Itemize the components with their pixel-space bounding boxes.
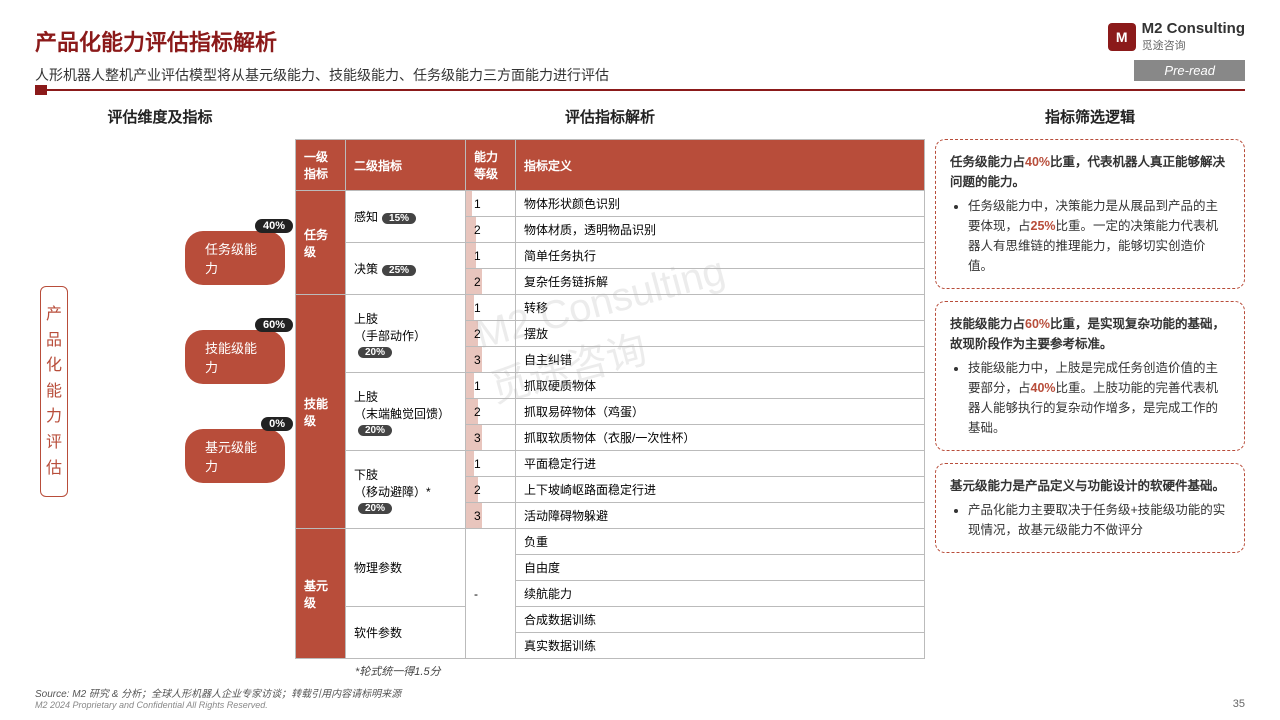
- definition-cell: 物体材质，透明物品识别: [516, 217, 925, 243]
- definition-cell: 简单任务执行: [516, 243, 925, 269]
- weight-pill: 20%: [358, 347, 392, 358]
- indicator-table: 一级指标二级指标能力等级指标定义任务级感知15%1物体形状颜色识别2物体材质，透…: [295, 139, 925, 659]
- grade-cell: 1: [466, 191, 516, 217]
- definition-cell: 平面稳定行进: [516, 451, 925, 477]
- weight-badge: 0%: [261, 417, 293, 431]
- definition-cell: 负重: [516, 529, 925, 555]
- capability-pill: 技能级能力60%: [185, 330, 285, 384]
- grade-cell: 1: [466, 295, 516, 321]
- page-subtitle: 人形机器人整机产业评估模型将从基元级能力、技能级能力、任务级能力三方面能力进行评…: [35, 65, 1245, 85]
- weight-pill: 20%: [358, 425, 392, 436]
- logo-text: M2 Consulting: [1142, 20, 1245, 37]
- grade-cell: 3: [466, 503, 516, 529]
- logic-box: 基元级能力是产品定义与功能设计的软硬件基础。产品化能力主要取决于任务级+技能级功…: [935, 463, 1245, 553]
- definition-cell: 自由度: [516, 555, 925, 581]
- grade-cell: 2: [466, 269, 516, 295]
- grade-cell: -: [466, 529, 516, 659]
- capability-pill: 基元级能力0%: [185, 429, 285, 483]
- grade-cell: 1: [466, 373, 516, 399]
- table-note: *轮式统一得1.5分: [295, 663, 925, 679]
- definition-cell: 自主纠错: [516, 347, 925, 373]
- definition-cell: 上下坡崎岖路面稳定行进: [516, 477, 925, 503]
- section3-title: 指标筛选逻辑: [935, 106, 1245, 127]
- definition-cell: 抓取硬质物体: [516, 373, 925, 399]
- page-title: 产品化能力评估指标解析: [35, 25, 1245, 57]
- definition-cell: 物体形状颜色识别: [516, 191, 925, 217]
- grade-cell: 2: [466, 477, 516, 503]
- definition-cell: 真实数据训练: [516, 633, 925, 659]
- grade-cell: 2: [466, 321, 516, 347]
- table-row: 决策25%1简单任务执行: [296, 243, 925, 269]
- level2-cell: 决策25%: [346, 243, 466, 295]
- grade-cell: 2: [466, 399, 516, 425]
- logic-item: 技能级能力中，上肢是完成任务创造价值的主要部分，占40%比重。上肢功能的完善代表…: [968, 358, 1230, 438]
- level2-cell: 上肢（末端触觉回馈）20%: [346, 373, 466, 451]
- definition-cell: 复杂任务链拆解: [516, 269, 925, 295]
- definition-cell: 合成数据训练: [516, 607, 925, 633]
- logic-item: 产品化能力主要取决于任务级+技能级功能的实现情况，故基元级能力不做评分: [968, 500, 1230, 540]
- logo: M M2 Consulting 觅途咨询: [1108, 20, 1245, 53]
- table-row: 技能级上肢（手部动作）20%1转移: [296, 295, 925, 321]
- weight-pill: 25%: [382, 265, 416, 276]
- table-row: 上肢（末端触觉回馈）20%1抓取硬质物体: [296, 373, 925, 399]
- level2-cell: 下肢（移动避障）*20%: [346, 451, 466, 529]
- table-row: 下肢（移动避障）*20%1平面稳定行进: [296, 451, 925, 477]
- grade-cell: 3: [466, 425, 516, 451]
- definition-cell: 转移: [516, 295, 925, 321]
- logic-box: 任务级能力占40%比重，代表机器人真正能够解决问题的能力。任务级能力中，决策能力…: [935, 139, 1245, 289]
- logo-icon: M: [1108, 23, 1136, 51]
- weight-pill: 15%: [382, 213, 416, 224]
- capability-tree: 任务级能力40% 技能级能力60% 基元级能力0%: [95, 186, 285, 528]
- section2-title: 评估指标解析: [295, 106, 925, 127]
- level1-cell: 基元级: [296, 529, 346, 659]
- footer: Source: M2 研究 & 分析；全球人形机器人企业专家访谈；转载引用内容请…: [35, 685, 401, 710]
- definition-cell: 抓取软质物体（衣服/一次性杯）: [516, 425, 925, 451]
- grade-cell: 1: [466, 243, 516, 269]
- page-number: 35: [1233, 698, 1245, 710]
- definition-cell: 抓取易碎物体（鸡蛋）: [516, 399, 925, 425]
- weight-pill: 20%: [358, 503, 392, 514]
- source-text: Source: M2 研究 & 分析；全球人形机器人企业专家访谈；转载引用内容请…: [35, 685, 401, 700]
- definition-cell: 摆放: [516, 321, 925, 347]
- level1-cell: 技能级: [296, 295, 346, 529]
- title-rule: [35, 89, 1245, 91]
- table-row: 任务级感知15%1物体形状颜色识别: [296, 191, 925, 217]
- level2-cell: 上肢（手部动作）20%: [346, 295, 466, 373]
- vertical-label: 产品化能力评估: [40, 286, 68, 497]
- table-row: 基元级物理参数-负重: [296, 529, 925, 555]
- level1-cell: 任务级: [296, 191, 346, 295]
- section1-title: 评估维度及指标: [35, 106, 285, 127]
- weight-badge: 40%: [255, 219, 293, 233]
- table-row: 软件参数合成数据训练: [296, 607, 925, 633]
- logic-box: 技能级能力占60%比重，是实现复杂功能的基础，故现阶段作为主要参考标准。技能级能…: [935, 301, 1245, 451]
- capability-pill: 任务级能力40%: [185, 231, 285, 285]
- table-header: 二级指标: [346, 140, 466, 191]
- definition-cell: 续航能力: [516, 581, 925, 607]
- table-header: 指标定义: [516, 140, 925, 191]
- grade-cell: 1: [466, 451, 516, 477]
- table-header: 一级指标: [296, 140, 346, 191]
- level2-cell: 物理参数: [346, 529, 466, 607]
- table-header: 能力等级: [466, 140, 516, 191]
- logic-item: 任务级能力中，决策能力是从展品到产品的主要体现，占25%比重。一定的决策能力代表…: [968, 196, 1230, 276]
- grade-cell: 3: [466, 347, 516, 373]
- copyright-text: M2 2024 Proprietary and Confidential All…: [35, 700, 401, 710]
- logo-subtext: 觅途咨询: [1142, 37, 1245, 53]
- weight-badge: 60%: [255, 318, 293, 332]
- level2-cell: 感知15%: [346, 191, 466, 243]
- definition-cell: 活动障碍物躲避: [516, 503, 925, 529]
- level2-cell: 软件参数: [346, 607, 466, 659]
- preread-badge: Pre-read: [1134, 60, 1245, 81]
- grade-cell: 2: [466, 217, 516, 243]
